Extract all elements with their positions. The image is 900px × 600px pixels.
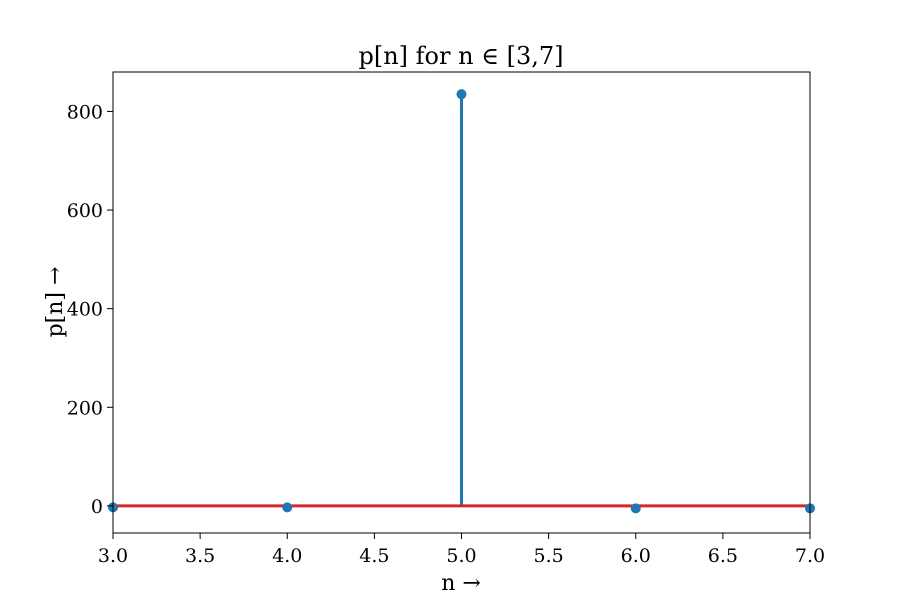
stem-marker — [282, 502, 293, 513]
y-tick-label: 600 — [67, 200, 103, 222]
chart-title: p[n] for n ∈ [3,7] — [359, 42, 564, 70]
y-tick-label: 200 — [67, 397, 103, 419]
x-tick-label: 5.5 — [534, 545, 564, 567]
x-tick-label: 7.0 — [795, 545, 825, 567]
x-tick-label: 5.0 — [446, 545, 476, 567]
tick-group: 3.0 3.5 4.0 4.5 5.0 5.5 6.0 6.5 7.0 0 200 400 600 800 — [67, 101, 825, 567]
x-tick-label: 6.5 — [708, 545, 738, 567]
y-axis-title: p[n] → — [43, 267, 68, 338]
x-tick-label: 3.5 — [185, 545, 215, 567]
plot-marks — [108, 89, 815, 514]
x-tick-label: 3.0 — [98, 545, 128, 567]
stem-marker — [456, 89, 467, 100]
y-tick-label: 800 — [67, 101, 103, 123]
x-axis-title: n → — [441, 571, 481, 596]
y-tick-label: 0 — [91, 496, 103, 518]
x-tick-label: 4.5 — [359, 545, 389, 567]
x-tick-label: 4.0 — [272, 545, 302, 567]
stem-marker — [630, 503, 641, 514]
plot-area — [113, 94, 810, 509]
y-tick-label: 400 — [67, 299, 103, 321]
x-tick-label: 6.0 — [621, 545, 651, 567]
